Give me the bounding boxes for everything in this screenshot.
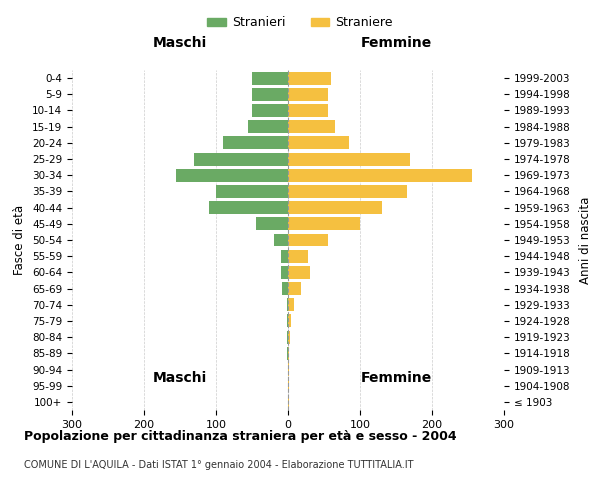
Bar bbox=[288, 152, 410, 166]
Bar bbox=[288, 136, 349, 149]
Bar bbox=[248, 120, 288, 133]
Bar bbox=[252, 88, 288, 101]
Bar bbox=[274, 234, 288, 246]
Bar bbox=[252, 104, 288, 117]
Bar bbox=[288, 88, 328, 101]
Bar bbox=[288, 250, 308, 262]
Text: Maschi: Maschi bbox=[153, 36, 207, 50]
Bar bbox=[194, 152, 288, 166]
Bar bbox=[223, 136, 288, 149]
Legend: Stranieri, Straniere: Stranieri, Straniere bbox=[202, 11, 398, 34]
Bar bbox=[288, 169, 472, 181]
Bar bbox=[288, 347, 289, 360]
Bar bbox=[281, 266, 288, 279]
Bar bbox=[282, 282, 288, 295]
Bar bbox=[288, 379, 289, 392]
Bar bbox=[252, 72, 288, 85]
Text: Popolazione per cittadinanza straniera per età e sesso - 2004: Popolazione per cittadinanza straniera p… bbox=[24, 430, 457, 443]
Bar bbox=[288, 218, 360, 230]
Text: Femmine: Femmine bbox=[361, 36, 431, 50]
Bar bbox=[216, 185, 288, 198]
Bar bbox=[288, 72, 331, 85]
Bar bbox=[288, 330, 290, 344]
Bar bbox=[287, 330, 288, 344]
Text: Maschi: Maschi bbox=[153, 371, 207, 385]
Bar bbox=[287, 347, 288, 360]
Bar bbox=[256, 218, 288, 230]
Text: Femmine: Femmine bbox=[361, 371, 431, 385]
Bar bbox=[288, 314, 291, 328]
Bar bbox=[209, 201, 288, 214]
Bar bbox=[281, 250, 288, 262]
Bar bbox=[288, 298, 294, 311]
Bar bbox=[288, 266, 310, 279]
Bar bbox=[288, 185, 407, 198]
Bar bbox=[288, 396, 289, 408]
Bar bbox=[288, 120, 335, 133]
Bar bbox=[288, 282, 301, 295]
Text: COMUNE DI L'AQUILA - Dati ISTAT 1° gennaio 2004 - Elaborazione TUTTITALIA.IT: COMUNE DI L'AQUILA - Dati ISTAT 1° genna… bbox=[24, 460, 413, 470]
Bar bbox=[288, 363, 289, 376]
Y-axis label: Fasce di età: Fasce di età bbox=[13, 205, 26, 275]
Bar bbox=[176, 169, 288, 181]
Bar bbox=[288, 104, 328, 117]
Bar bbox=[288, 201, 382, 214]
Bar bbox=[287, 314, 288, 328]
Bar bbox=[287, 298, 288, 311]
Y-axis label: Anni di nascita: Anni di nascita bbox=[579, 196, 592, 284]
Bar bbox=[288, 234, 328, 246]
